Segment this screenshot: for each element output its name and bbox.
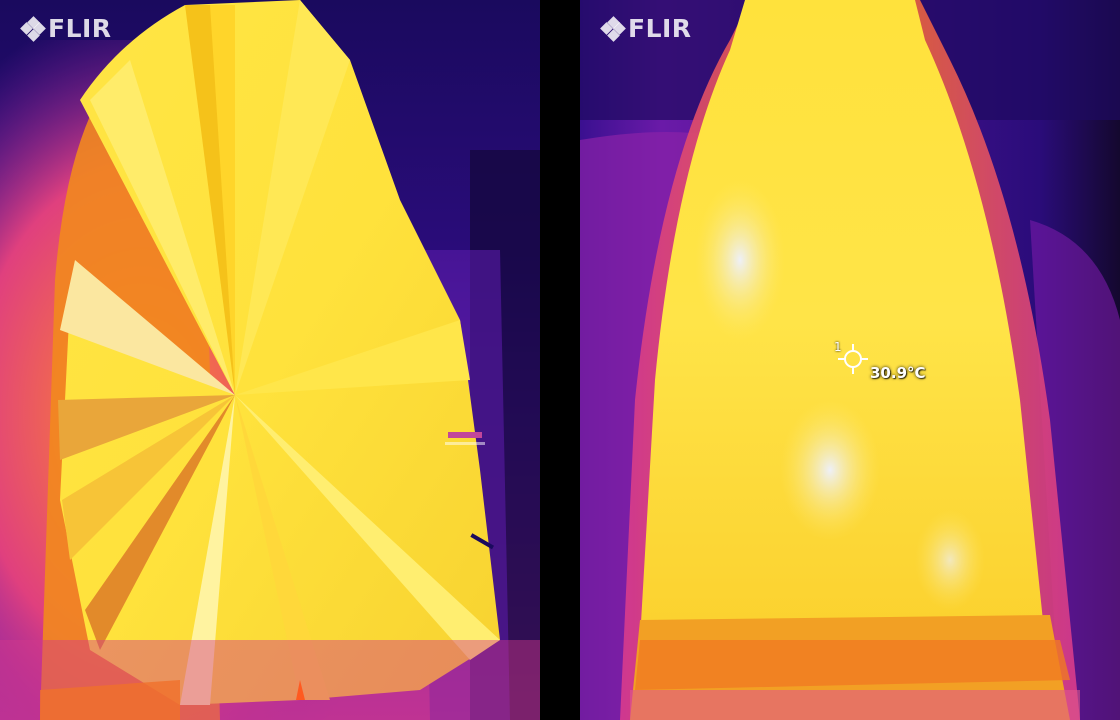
flir-logo-text: FLIR xyxy=(628,14,692,43)
flir-logo-text: FLIR xyxy=(48,14,112,43)
flir-diamond-icon xyxy=(600,15,626,42)
crosshair-icon xyxy=(838,344,868,374)
thermal-scene-left xyxy=(0,0,540,720)
flir-logo-right: FLIR xyxy=(600,14,692,43)
thermal-image-left: FLIR xyxy=(0,0,540,720)
spot-meter-index: 1 xyxy=(834,340,842,354)
flir-logo-left: FLIR xyxy=(20,14,112,43)
flir-diamond-icon xyxy=(20,15,46,42)
panel-divider xyxy=(540,0,580,720)
thermal-image-right: FLIR xyxy=(580,0,1120,720)
thermal-scene-right xyxy=(580,0,1120,720)
spot-meter-temperature: 30.9°C xyxy=(870,364,926,382)
